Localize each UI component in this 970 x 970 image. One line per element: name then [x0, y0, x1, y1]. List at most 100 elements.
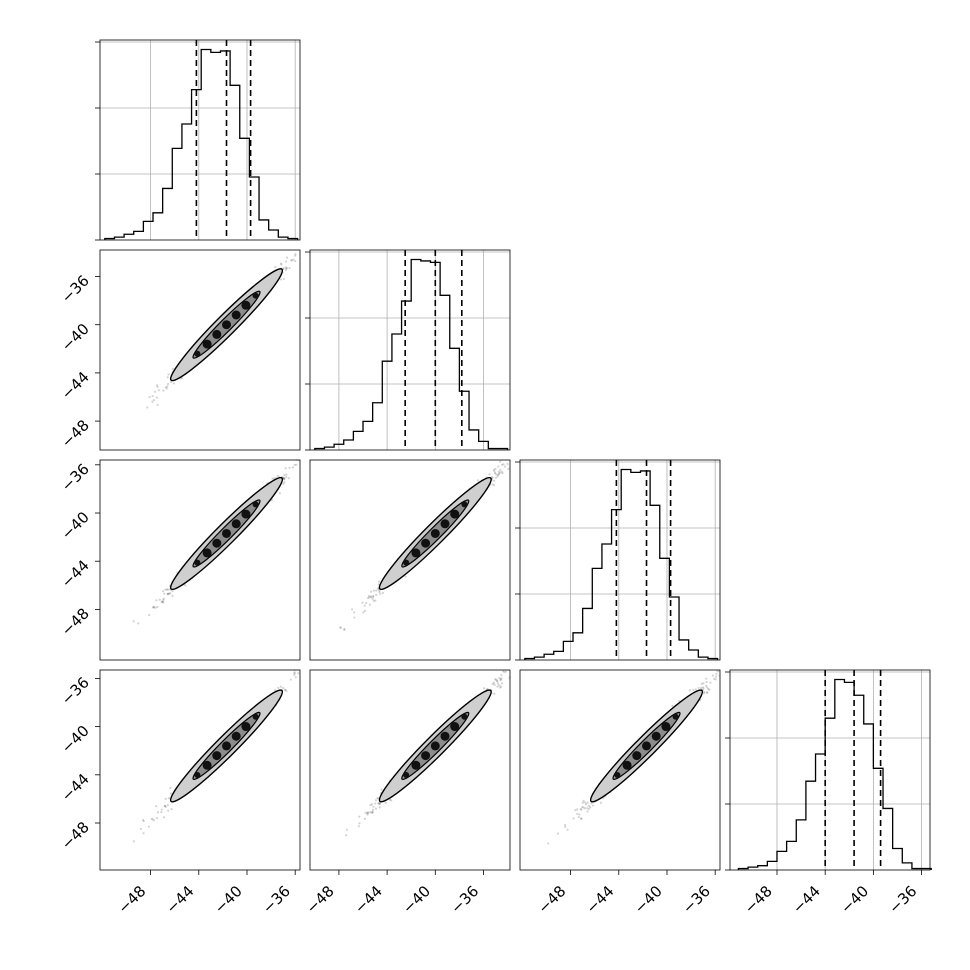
x-tick-label: −36: [885, 882, 920, 917]
scatter-point: [291, 466, 295, 469]
scatter-point: [491, 682, 494, 686]
scatter-point: [294, 676, 297, 679]
scatter-point: [371, 597, 374, 600]
scatter-point: [504, 670, 508, 673]
scatter-point: [276, 474, 280, 477]
scatter-point: [162, 598, 165, 601]
scatter-point: [580, 808, 583, 811]
scatter-point: [404, 575, 407, 578]
scatter-point: [378, 590, 381, 594]
y-tick-label: −48: [58, 416, 93, 451]
scatter-point: [283, 477, 286, 480]
scatter-point: [168, 588, 171, 591]
scatter-point: [293, 671, 296, 674]
scatter-point: [365, 601, 368, 605]
scatter-point: [702, 687, 705, 690]
scatter-point: [587, 804, 590, 807]
scatter-point: [493, 471, 497, 474]
scatter-point: [293, 463, 296, 467]
density-peak: [212, 329, 222, 339]
scatter-point: [716, 670, 719, 673]
scatter-point: [498, 684, 501, 687]
scatter-point: [361, 601, 364, 604]
histogram-step: [104, 48, 299, 240]
scatter-point: [492, 468, 496, 471]
scatter-point: [150, 817, 153, 821]
scatter-point: [503, 465, 507, 468]
axes-frame: [519, 459, 721, 661]
scatter-point: [705, 680, 708, 684]
y-tick-label: −40: [58, 320, 93, 355]
scatter-point: [164, 797, 167, 800]
scatter-point: [703, 691, 706, 694]
density-peak: [421, 538, 431, 548]
scatter-point: [282, 686, 285, 690]
density-peak: [222, 528, 232, 538]
scatter-point: [163, 805, 166, 808]
scatter-point: [482, 687, 486, 690]
scatter-point: [586, 801, 589, 804]
density-peak: [403, 772, 410, 778]
scatter-point: [499, 685, 502, 688]
scatter-point: [494, 467, 497, 470]
scatter-point: [155, 805, 158, 808]
scatter-point: [271, 477, 274, 480]
scatter-point: [142, 832, 145, 835]
scatter-point: [599, 801, 603, 804]
density-peak: [430, 528, 440, 538]
scatter-point: [584, 801, 587, 804]
y-tick-label: −40: [58, 508, 93, 543]
scatter-point: [491, 476, 494, 479]
scatter-point: [701, 686, 704, 689]
x-tick-label: −36: [259, 882, 294, 917]
scatter-point: [576, 812, 579, 816]
scatter-point: [368, 603, 372, 606]
scatter-point: [371, 810, 374, 814]
scatter-point: [375, 589, 378, 592]
axes-frame: [519, 669, 721, 871]
scatter-point: [547, 842, 550, 845]
density-peak: [252, 713, 259, 720]
scatter-point: [358, 815, 361, 818]
scatter-point: [285, 476, 288, 479]
scatter-point: [166, 804, 169, 807]
pair-panel-1-2: [309, 459, 511, 661]
scatter-point: [671, 704, 674, 707]
x-tick-label: −48: [534, 882, 569, 917]
scatter-point: [700, 682, 703, 685]
scatter-point: [500, 673, 503, 677]
scatter-point: [279, 685, 282, 688]
scatter-point: [374, 807, 378, 810]
scatter-point: [282, 477, 285, 480]
scatter-point: [707, 687, 710, 691]
pair-panel-0-3: [99, 669, 301, 871]
scatter-point: [353, 611, 356, 614]
density-peak: [231, 731, 241, 741]
scatter-point: [181, 376, 184, 380]
scatter-point: [503, 670, 506, 674]
scatter-point: [364, 811, 367, 814]
scatter-point: [591, 804, 595, 807]
scatter-point: [372, 594, 375, 598]
scatter-point: [374, 802, 377, 805]
scatter-point: [156, 385, 159, 389]
scatter-point: [499, 468, 502, 471]
scatter-point: [162, 389, 165, 392]
scatter-point: [500, 677, 503, 680]
density-peak: [241, 509, 251, 519]
scatter-point: [151, 818, 154, 821]
scatter-point: [163, 804, 167, 807]
density-peak: [440, 519, 450, 529]
scatter-point: [372, 589, 375, 592]
scatter-point: [285, 266, 288, 270]
scatter-point: [283, 688, 286, 692]
density-peak: [202, 760, 212, 770]
density-peak: [642, 741, 652, 751]
scatter-point: [704, 684, 708, 687]
scatter-point: [171, 594, 174, 597]
density-peak: [661, 722, 671, 732]
scatter-point: [339, 626, 342, 629]
scatter-point: [371, 811, 374, 815]
scatter-point: [343, 628, 346, 632]
scatter-point: [157, 389, 160, 392]
